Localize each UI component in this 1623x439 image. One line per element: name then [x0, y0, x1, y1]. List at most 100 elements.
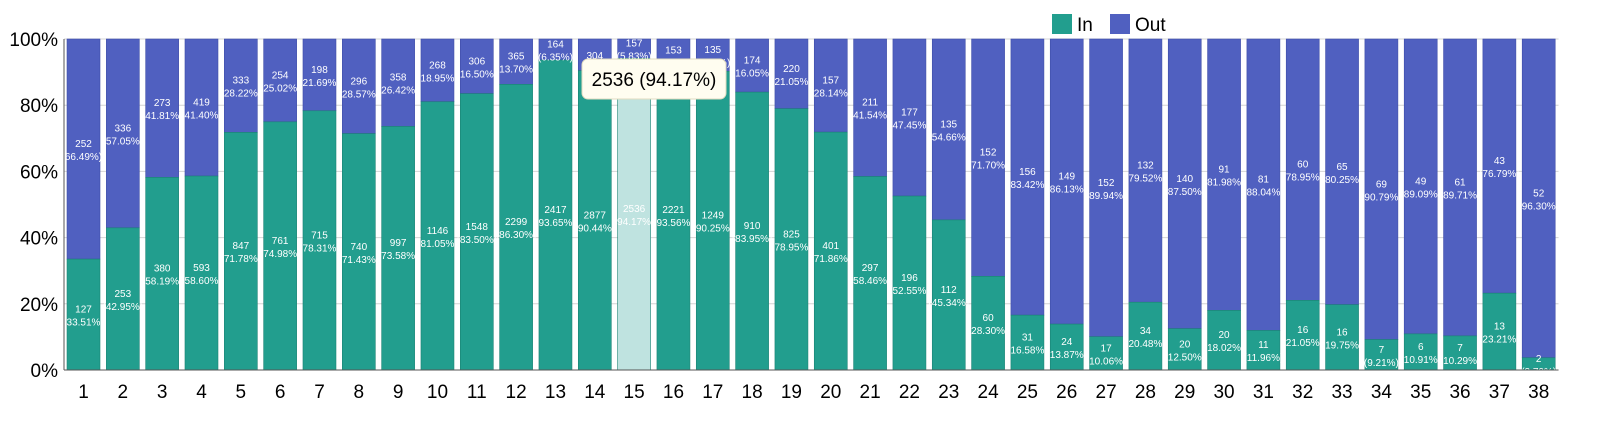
bar-out-8[interactable]: [342, 38, 376, 134]
bar-out-label: 91 (81.98%): [1204, 165, 1245, 189]
bar-out-27[interactable]: [1089, 38, 1123, 338]
x-tick-label: 4: [196, 382, 207, 403]
bar-in-1[interactable]: [66, 258, 101, 371]
bar-out-4[interactable]: [184, 38, 219, 177]
bar-in-20[interactable]: [813, 131, 848, 371]
bar-in-23[interactable]: [931, 219, 966, 371]
bar-out-label: 419 (41.40%): [181, 98, 222, 122]
bar-in-12[interactable]: [499, 84, 533, 371]
x-tick-label: 2: [118, 382, 129, 403]
bar-in-label: 1249 (90.25%): [692, 211, 733, 235]
bar-out-label: 135 (54.66%): [928, 119, 969, 143]
bar-out-label: 61 (89.71%): [1440, 177, 1481, 201]
legend-label-out[interactable]: Out: [1135, 15, 1166, 36]
bar-out-30[interactable]: [1207, 38, 1241, 311]
bar-out-28[interactable]: [1128, 38, 1163, 303]
bar-in-5[interactable]: [224, 132, 258, 371]
bar-in-label: 196 (52.55%): [889, 273, 930, 297]
legend-label-in[interactable]: In: [1077, 15, 1093, 36]
legend-swatch-in[interactable]: [1052, 14, 1072, 34]
bar-in-6[interactable]: [263, 121, 297, 371]
bar-in-27[interactable]: [1089, 336, 1123, 371]
y-tick-label: 40%: [20, 229, 58, 250]
bar-in-19[interactable]: [774, 108, 809, 371]
bar-out-23[interactable]: [931, 38, 966, 221]
bar-in-24[interactable]: [971, 276, 1005, 371]
bar-in-17[interactable]: [695, 70, 730, 371]
bar-out-10[interactable]: [420, 38, 455, 103]
bar-out-29[interactable]: [1167, 38, 1202, 329]
bar-out-11[interactable]: [459, 38, 494, 94]
bar-in-30[interactable]: [1207, 310, 1241, 371]
bar-out-label: 365 (13.70%): [496, 52, 537, 76]
bar-in-label: 112 (45.34%): [928, 285, 969, 309]
tooltip-text: 2536 (94.17%): [592, 70, 717, 91]
bar-in-25[interactable]: [1010, 314, 1045, 371]
bar-out-6[interactable]: [263, 38, 297, 123]
bar-out-25[interactable]: [1010, 38, 1045, 316]
bar-in-18[interactable]: [735, 91, 769, 371]
bar-out-36[interactable]: [1443, 38, 1477, 337]
bar-out-label: 156 (83.42%): [1007, 167, 1048, 191]
bar-out-18[interactable]: [735, 38, 769, 93]
legend-swatch-out[interactable]: [1110, 14, 1130, 34]
x-tick-label: 3: [157, 382, 168, 403]
bar-in-2[interactable]: [106, 227, 140, 371]
bar-in-label: 13 (23.21%): [1479, 322, 1520, 346]
bar-out-34[interactable]: [1364, 38, 1399, 340]
bar-in-32[interactable]: [1285, 300, 1320, 371]
bar-in-9[interactable]: [381, 126, 415, 371]
bar-in-14[interactable]: [577, 70, 612, 371]
bar-in-13[interactable]: [538, 59, 573, 371]
bar-in-8[interactable]: [342, 133, 376, 371]
bar-out-35[interactable]: [1403, 38, 1438, 335]
bar-in-4[interactable]: [184, 175, 219, 371]
bar-out-12[interactable]: [499, 38, 533, 85]
x-tick-label: 15: [624, 382, 645, 403]
bar-out-7[interactable]: [302, 38, 337, 112]
bar-out-33[interactable]: [1325, 38, 1359, 305]
bar-out-2[interactable]: [106, 38, 140, 229]
bar-out-9[interactable]: [381, 38, 415, 127]
x-tick-label: 26: [1056, 382, 1077, 403]
axis-layer: 0%20%40%60%80%100%1 2 3 4 5 6 7 8 9 10 11 12 13 14 15 1…: [9, 30, 1559, 403]
bar-out-19[interactable]: [774, 38, 809, 109]
bar-in-7[interactable]: [302, 110, 337, 371]
bar-out-31[interactable]: [1246, 38, 1281, 331]
bar-in-22[interactable]: [892, 195, 927, 371]
bar-out-38[interactable]: [1521, 38, 1556, 359]
bar-out-label: 132 (79.52%): [1125, 161, 1166, 185]
bar-in-10[interactable]: [420, 101, 455, 371]
bar-out-22[interactable]: [892, 38, 927, 197]
bar-in-label: 1146 (81.05%): [417, 226, 458, 250]
x-tick-label: 21: [860, 382, 881, 403]
bar-in-3[interactable]: [145, 177, 179, 371]
x-tick-label: 29: [1174, 382, 1195, 403]
bar-in-33[interactable]: [1325, 304, 1359, 371]
x-tick-label: 19: [781, 382, 802, 403]
bar-in-label: 761 (74.98%): [260, 236, 301, 260]
x-tick-label: 9: [393, 382, 404, 403]
bar-in-31[interactable]: [1246, 330, 1281, 371]
tooltip-box: [581, 58, 727, 100]
bar-out-label: 296 (28.57%): [339, 76, 380, 100]
bar-in-21[interactable]: [853, 176, 887, 371]
bar-in-label: 34 (20.48%): [1125, 326, 1166, 350]
bar-in-36[interactable]: [1443, 335, 1477, 371]
bar-out-24[interactable]: [971, 38, 1005, 277]
bar-out-32[interactable]: [1285, 38, 1320, 301]
bar-in-label: 127 (33.51%): [63, 305, 104, 329]
bar-in-11[interactable]: [459, 93, 494, 371]
bar-in-15[interactable]: [617, 57, 651, 371]
x-tick-label: 20: [820, 382, 841, 403]
bar-out-21[interactable]: [853, 38, 887, 177]
bar-in-label: 20 (18.02%): [1204, 330, 1245, 354]
bar-in-34[interactable]: [1364, 339, 1399, 371]
x-tick-label: 1: [78, 382, 89, 403]
bar-out-26[interactable]: [1049, 38, 1084, 325]
bar-out-label: 177 (47.45%): [889, 108, 930, 132]
bar-in-28[interactable]: [1128, 301, 1163, 371]
x-tick-label: 22: [899, 382, 920, 403]
bar-out-3[interactable]: [145, 38, 179, 178]
bar-in-35[interactable]: [1403, 333, 1438, 371]
